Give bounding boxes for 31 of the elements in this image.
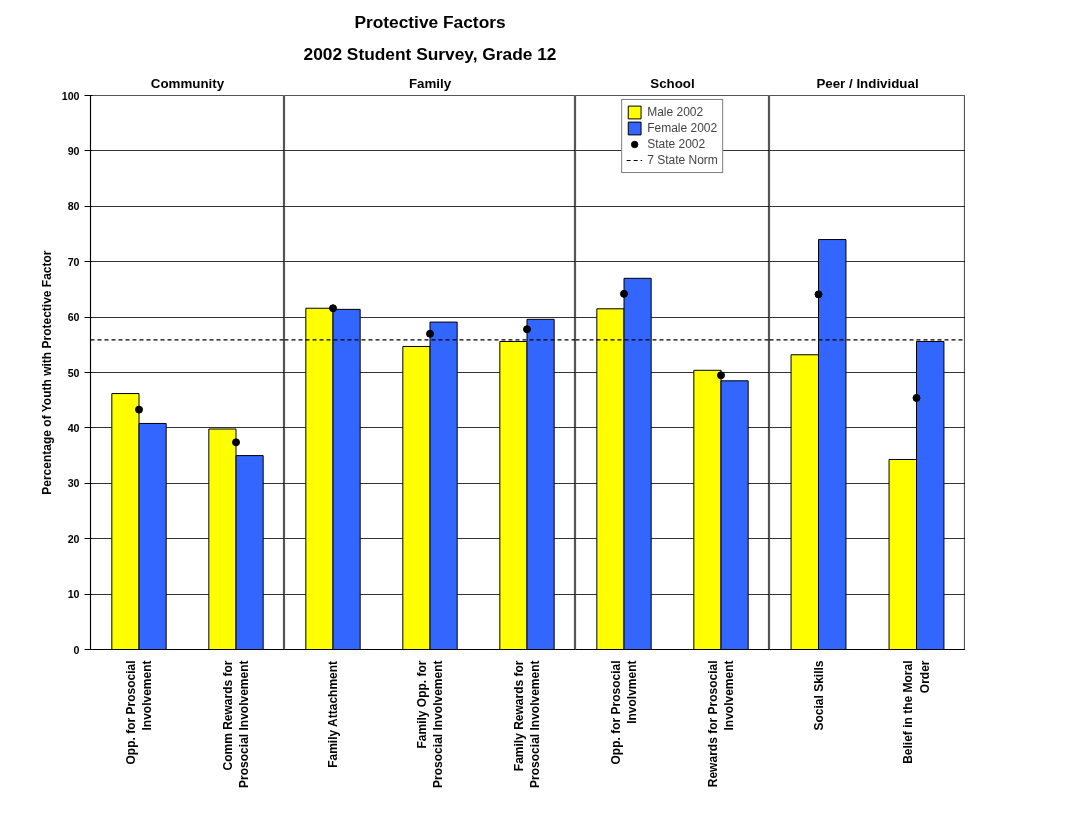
y-tick-label: 100 (61, 89, 80, 102)
y-tick-label: 60 (67, 311, 80, 324)
y-tick-label: 70 (67, 255, 80, 268)
x-tick-label: Social Skills (811, 660, 826, 731)
x-tick-label: Opp. for Prosocial Involvement (123, 660, 155, 765)
y-tick-label: 10 (67, 588, 80, 601)
x-tick-label: Comm Rewards for Prosocial Involvement (220, 660, 252, 788)
chart-subtitle: 2002 Student Survey, Grade 12 (303, 43, 557, 64)
y-axis-title: Percentage of Youth with Protective Factor (39, 250, 54, 495)
x2-axis-title: Family (408, 75, 452, 91)
x2-axis-title: Community (150, 75, 225, 91)
legend-label: State 2002 (647, 136, 706, 152)
chart-title: Protective Factors (354, 11, 506, 32)
x-tick-label: Family Attachment (326, 660, 340, 768)
legend-label: Female 2002 (647, 120, 718, 136)
legend-label: Male 2002 (647, 104, 704, 120)
x2-axis-title: Peer / Individual (816, 75, 919, 91)
y-tick-label: 20 (67, 532, 80, 545)
y-tick-label: 30 (67, 477, 80, 490)
y-tick-label: 0 (73, 643, 80, 656)
x-tick-label: Family Rewards for Prosocial Involvement (511, 660, 543, 788)
y-tick-label: 40 (67, 421, 80, 434)
x-tick-label: Opp. for Prosocial Involvment (608, 660, 640, 765)
x-tick-label: Family Opp. for Prosocial Involvement (414, 660, 446, 788)
x-tick-label: Rewards for Prosocial Involvement (705, 660, 737, 788)
y-tick-label: 90 (67, 144, 80, 157)
x-tick-label: Belief in the Moral Order (901, 660, 932, 764)
x2-axis-title: School (650, 75, 695, 91)
legend-label: 7 State Norm (647, 152, 718, 168)
y-tick-label: 80 (67, 200, 80, 213)
y-tick-label: 50 (67, 366, 80, 379)
